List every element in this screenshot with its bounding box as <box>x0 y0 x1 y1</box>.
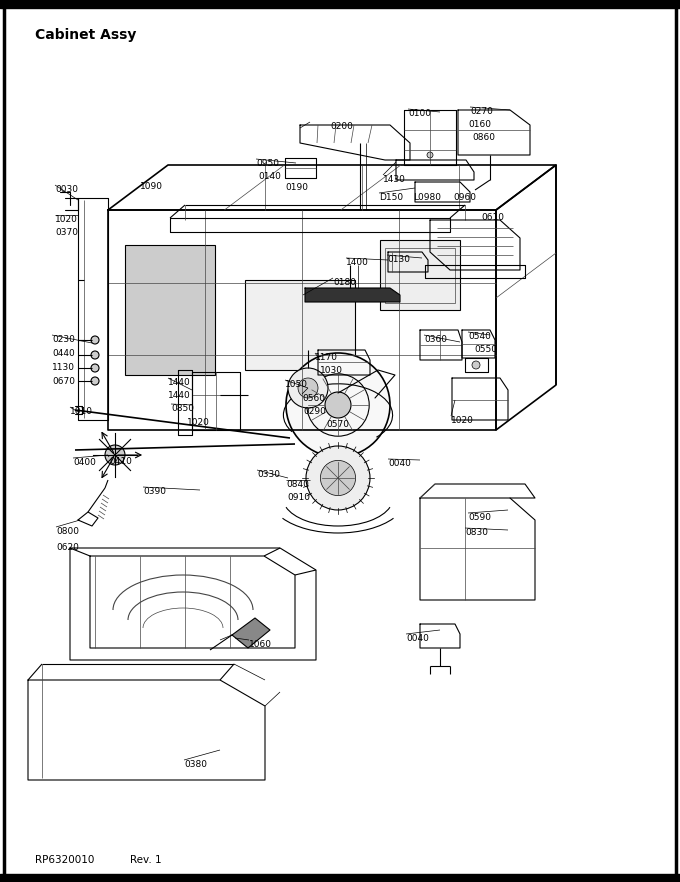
Circle shape <box>325 392 351 418</box>
Text: 0100: 0100 <box>408 109 431 118</box>
Text: 1090: 1090 <box>140 182 163 191</box>
Text: Rev. 1: Rev. 1 <box>130 855 162 865</box>
Text: 0160: 0160 <box>468 120 491 129</box>
Bar <box>380 240 460 310</box>
Text: 1020: 1020 <box>451 416 474 425</box>
Circle shape <box>427 152 433 158</box>
Polygon shape <box>305 288 400 302</box>
Text: 1020: 1020 <box>55 215 78 224</box>
Text: 0550: 0550 <box>474 345 497 354</box>
Text: L0980: L0980 <box>413 193 441 202</box>
Text: Cabinet Assy: Cabinet Assy <box>35 28 137 42</box>
Circle shape <box>288 368 328 408</box>
Circle shape <box>472 361 480 369</box>
Text: 0360: 0360 <box>424 335 447 344</box>
Text: 0130: 0130 <box>387 255 410 264</box>
Text: 0390: 0390 <box>143 487 166 496</box>
Text: 1020: 1020 <box>187 418 210 427</box>
Text: 0540: 0540 <box>468 332 491 341</box>
Text: 0560: 0560 <box>302 394 325 403</box>
Circle shape <box>306 446 370 510</box>
Text: 0570: 0570 <box>326 420 349 429</box>
Text: 0230: 0230 <box>52 335 75 344</box>
Text: 0290: 0290 <box>303 407 326 416</box>
Text: RP6320010: RP6320010 <box>35 855 95 865</box>
Text: 0040: 0040 <box>388 459 411 468</box>
Text: 1050: 1050 <box>285 380 308 389</box>
Circle shape <box>91 364 99 372</box>
Circle shape <box>91 351 99 359</box>
Text: 0910: 0910 <box>287 493 310 502</box>
Circle shape <box>91 377 99 385</box>
Text: 0370: 0370 <box>55 228 78 237</box>
Bar <box>385 248 455 303</box>
Polygon shape <box>232 618 270 648</box>
Text: 1400: 1400 <box>346 258 369 267</box>
Text: 0040: 0040 <box>406 634 429 643</box>
Text: 1440: 1440 <box>168 391 191 400</box>
Text: 0380: 0380 <box>184 760 207 769</box>
Text: 0860: 0860 <box>472 133 495 142</box>
Text: 1170: 1170 <box>315 353 338 362</box>
Text: 0830: 0830 <box>465 528 488 537</box>
Text: 0850: 0850 <box>171 404 194 413</box>
Text: 0440: 0440 <box>52 349 75 358</box>
Text: 0400: 0400 <box>73 458 96 467</box>
Text: 0410: 0410 <box>109 457 132 466</box>
Text: 0620: 0620 <box>56 543 79 552</box>
Bar <box>125 245 215 375</box>
Text: 1060: 1060 <box>249 640 272 649</box>
Text: 0960: 0960 <box>453 193 476 202</box>
Text: 1430: 1430 <box>383 175 406 184</box>
Text: 0590: 0590 <box>468 513 491 522</box>
Text: 0610: 0610 <box>481 213 504 222</box>
Text: 0180: 0180 <box>333 278 356 287</box>
Text: 1010: 1010 <box>70 407 93 416</box>
Bar <box>245 280 355 370</box>
Circle shape <box>91 336 99 344</box>
Text: 0670: 0670 <box>52 377 75 386</box>
Text: 0330: 0330 <box>257 470 280 479</box>
Circle shape <box>105 445 125 465</box>
Text: 0140: 0140 <box>258 172 281 181</box>
Circle shape <box>320 460 356 496</box>
Text: 1440: 1440 <box>168 378 191 387</box>
Text: 1130: 1130 <box>52 363 75 372</box>
Text: 0950: 0950 <box>256 159 279 168</box>
Text: 0270: 0270 <box>470 107 493 116</box>
Text: D150: D150 <box>379 193 403 202</box>
Text: 0190: 0190 <box>285 183 308 192</box>
Text: 0800: 0800 <box>56 527 79 536</box>
Text: 0840: 0840 <box>286 480 309 489</box>
Text: 0030: 0030 <box>55 185 78 194</box>
Circle shape <box>298 378 318 398</box>
Text: 0200: 0200 <box>330 122 353 131</box>
Circle shape <box>286 353 390 457</box>
Text: 1030: 1030 <box>320 366 343 375</box>
